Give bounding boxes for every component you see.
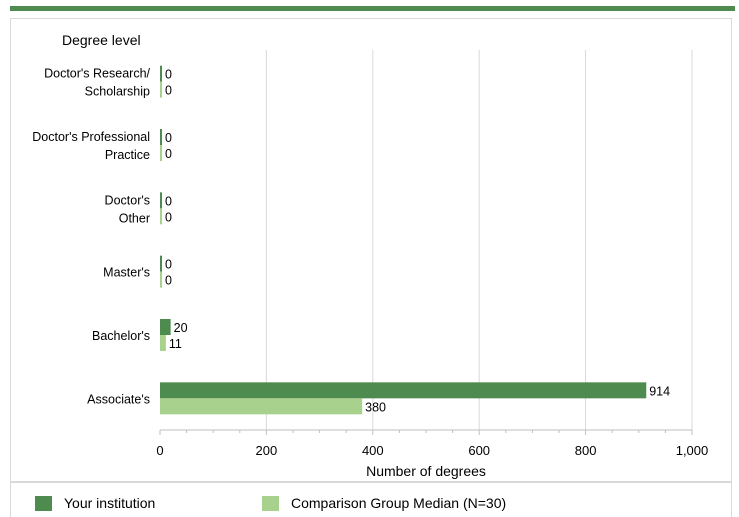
data-label: 0 (165, 210, 172, 224)
bar-your-institution (160, 65, 162, 82)
x-axis-title: Number of degrees (366, 463, 486, 479)
data-label: 0 (165, 68, 172, 82)
data-label: 914 (649, 384, 670, 398)
data-label: 0 (165, 131, 172, 145)
bar-comparison-median (160, 81, 162, 98)
legend-item-comparison-median: Comparison Group Median (N=30) (262, 495, 506, 511)
legend-swatch-comparison-median (262, 495, 279, 511)
bar-comparison-median (160, 208, 162, 225)
data-label: 0 (165, 194, 172, 208)
bar-your-institution (160, 382, 647, 399)
legend-swatch-your-institution (35, 495, 52, 511)
bar-your-institution (160, 255, 162, 272)
data-label: 0 (165, 258, 172, 272)
bar-comparison-median (160, 271, 162, 288)
bar-your-institution (160, 192, 162, 209)
data-label: 0 (165, 147, 172, 161)
bar-your-institution (160, 319, 171, 335)
bar-your-institution (160, 129, 162, 145)
data-label: 0 (165, 274, 172, 288)
x-tick-label: 200 (256, 443, 278, 458)
data-label: 20 (174, 321, 188, 335)
x-tick-label: 1,000 (676, 443, 709, 458)
bar-comparison-median (160, 398, 363, 415)
category-label: Doctor's Other (105, 193, 150, 225)
bar-comparison-median (160, 145, 162, 161)
legend-item-your-institution: Your institution (35, 495, 155, 511)
category-label: Master's (103, 266, 150, 280)
category-label: Associate's (87, 392, 150, 406)
x-tick-label: 600 (468, 443, 490, 458)
x-tick-label: 400 (362, 443, 384, 458)
legend: Your institution Comparison Group Median… (10, 482, 732, 517)
x-tick-label: 0 (156, 443, 163, 458)
top-accent-rule (10, 6, 735, 11)
y-axis-title: Degree level (62, 32, 141, 48)
chart-panel (10, 18, 732, 482)
legend-label-comparison-median: Comparison Group Median (N=30) (291, 495, 507, 511)
category-label: Bachelor's (92, 329, 150, 343)
data-label: 11 (169, 337, 182, 351)
x-tick-label: 800 (575, 443, 597, 458)
category-label: Doctor's Research/Scholarship (44, 67, 150, 99)
bar-comparison-median (160, 335, 166, 351)
category-label: Doctor's Professional Practice (32, 130, 150, 162)
legend-label-your-institution: Your institution (64, 495, 156, 511)
data-label: 0 (165, 84, 172, 98)
data-label: 380 (365, 400, 386, 414)
